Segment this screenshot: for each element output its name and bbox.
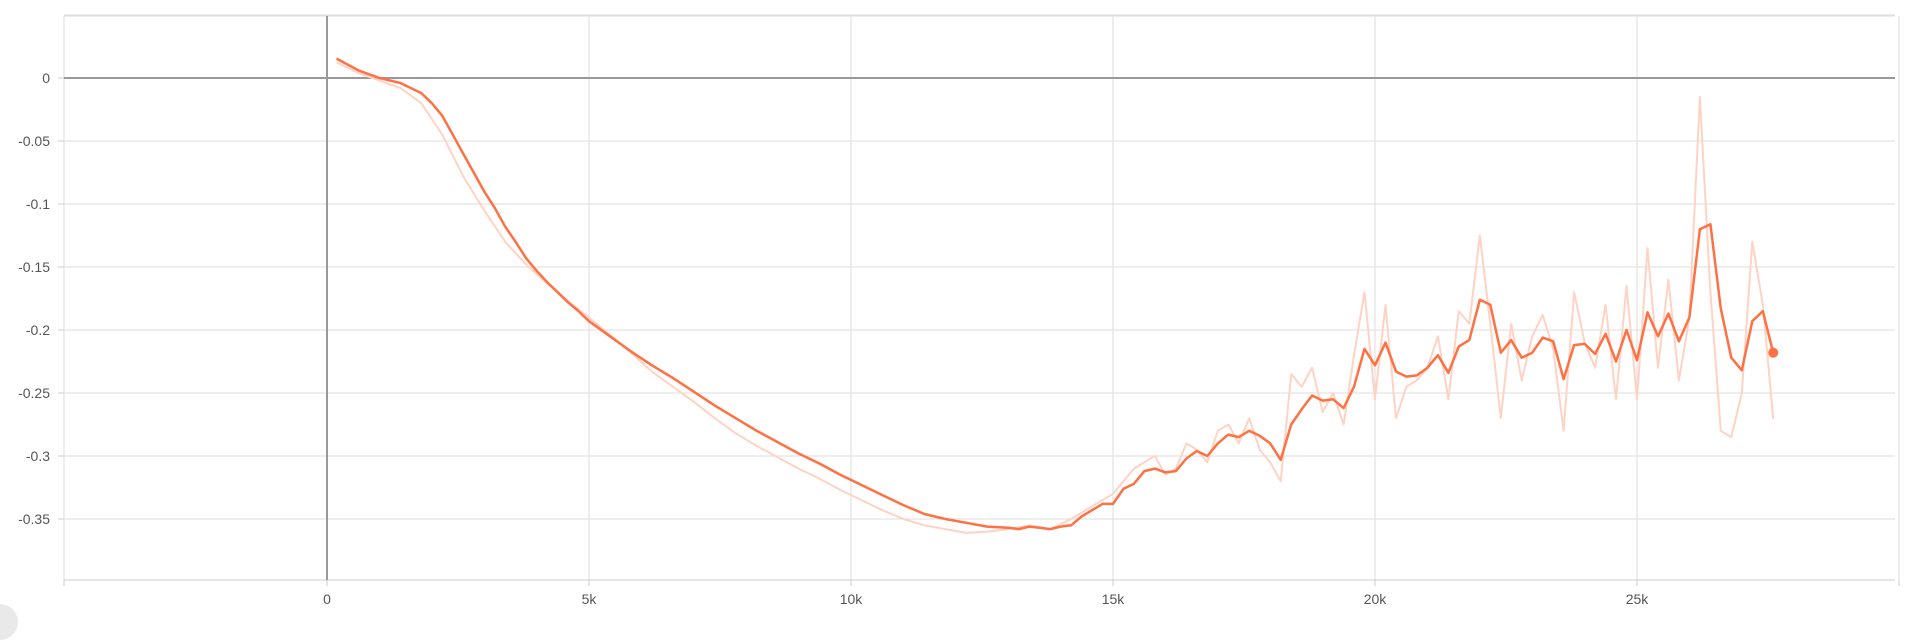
x-tick-label: 20k — [1364, 591, 1388, 607]
y-tick-label: -0.05 — [18, 133, 50, 149]
x-tick-labels: 0 5k 10k 15k 20k 25k — [323, 591, 1649, 607]
y-tick-label: -0.1 — [26, 196, 50, 212]
x-tick-label: 15k — [1102, 591, 1126, 607]
y-tick-label: -0.2 — [26, 322, 50, 338]
x-tick-label: 25k — [1626, 591, 1650, 607]
y-tick-label: -0.15 — [18, 259, 50, 275]
series-smoothed — [336, 57, 1779, 531]
chart-axes — [58, 16, 1900, 586]
last-point-marker — [1768, 347, 1779, 358]
x-tick-label: 10k — [840, 591, 864, 607]
x-tick-label: 5k — [582, 591, 598, 607]
smoothed-line — [336, 57, 1775, 531]
series-raw — [336, 61, 1775, 534]
y-tick-label: 0 — [42, 70, 50, 86]
chart-canvas: 0 5k 10k 15k 20k 25k 0 -0.05 -0.1 -0.15 -0.2 -0.25… — [18, 14, 1900, 607]
y-tick-label: -0.25 — [18, 385, 50, 401]
raw-line — [336, 61, 1775, 534]
x-tick-label: 0 — [323, 591, 331, 607]
y-gridlines — [64, 14, 1895, 520]
y-tick-label: -0.35 — [18, 511, 50, 527]
y-tick-labels: 0 -0.05 -0.1 -0.15 -0.2 -0.25 -0.3 -0.35 — [18, 70, 50, 527]
y-tick-label: -0.3 — [26, 448, 50, 464]
x-gridlines — [63, 16, 1900, 580]
